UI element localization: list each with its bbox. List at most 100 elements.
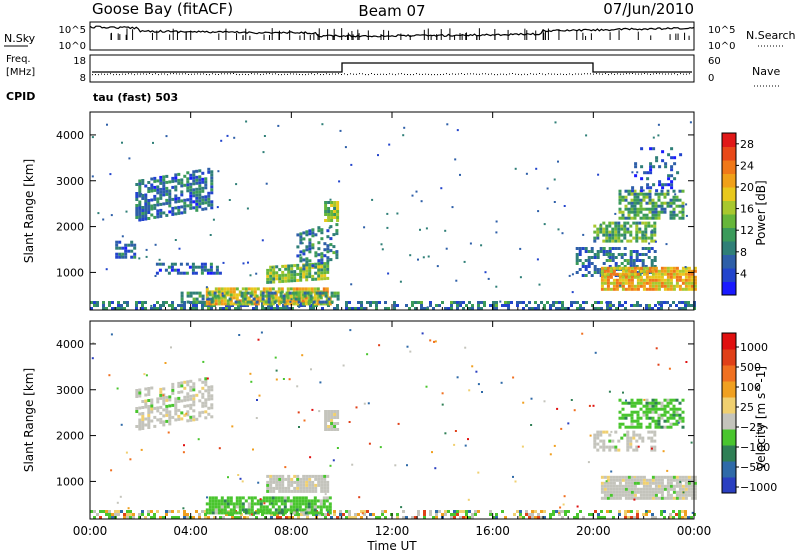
data-cell — [220, 302, 224, 306]
data-cell — [297, 294, 301, 298]
data-cell — [635, 256, 639, 259]
data-cell — [324, 419, 328, 422]
nave-dot — [671, 73, 672, 75]
data-cell — [387, 272, 390, 275]
data-cell — [292, 502, 296, 506]
data-cell — [299, 483, 303, 487]
data-cell — [262, 151, 265, 154]
data-cell — [621, 416, 625, 420]
data-cell — [585, 301, 588, 304]
nave-dot — [542, 73, 543, 75]
data-cell — [120, 255, 123, 258]
data-cell — [514, 167, 517, 170]
data-cell — [411, 516, 414, 519]
data-cell — [180, 294, 184, 298]
data-cell — [560, 427, 563, 430]
data-cell — [630, 410, 634, 414]
data-cell — [543, 304, 546, 307]
data-cell — [336, 204, 340, 207]
data-cell — [633, 476, 636, 479]
data-cell — [593, 265, 597, 268]
data-cell — [663, 269, 667, 273]
data-cell — [525, 513, 528, 516]
data-cell — [126, 304, 129, 307]
data-cell — [281, 273, 285, 277]
data-cell — [286, 496, 290, 500]
data-cell — [487, 277, 490, 280]
data-cell — [183, 174, 187, 178]
data-cell — [333, 425, 337, 428]
data-cell — [195, 187, 199, 191]
data-cell — [336, 416, 340, 419]
data-cell — [261, 307, 264, 310]
data-cell — [468, 307, 471, 310]
data-cell — [333, 204, 337, 207]
data-cell — [252, 297, 256, 301]
data-cell — [348, 307, 351, 310]
data-cell — [132, 516, 135, 519]
data-cell — [420, 301, 423, 304]
data-cell — [633, 404, 637, 408]
data-cell — [639, 275, 643, 279]
data-cell — [198, 390, 202, 394]
data-cell — [624, 198, 628, 202]
data-cell — [311, 489, 315, 493]
data-cell — [304, 508, 307, 511]
data-cell — [641, 221, 645, 225]
data-cell — [612, 481, 616, 485]
data-cell — [289, 499, 293, 503]
data-cell — [556, 407, 559, 410]
data-cell — [308, 241, 312, 245]
data-cell — [235, 287, 239, 291]
data-cell — [121, 252, 125, 256]
data-cell — [639, 192, 643, 196]
data-cell — [608, 253, 612, 256]
data-cell — [183, 207, 187, 211]
data-cell — [201, 395, 205, 399]
data-cell — [642, 496, 646, 500]
data-cell — [651, 475, 655, 479]
data-cell — [336, 210, 340, 213]
data-cell — [605, 480, 608, 483]
nave-dot — [170, 73, 171, 75]
data-cell — [289, 508, 293, 512]
data-cell — [687, 269, 691, 273]
data-cell — [141, 513, 144, 516]
data-cell — [138, 188, 142, 192]
data-cell — [641, 233, 645, 237]
data-cell — [229, 511, 233, 515]
data-cell — [293, 276, 297, 280]
data-cell — [212, 271, 216, 275]
data-cell — [626, 433, 630, 437]
data-cell — [328, 496, 332, 500]
data-cell — [291, 291, 295, 295]
data-cell — [238, 334, 241, 336]
data-cell — [635, 253, 639, 256]
data-cell — [654, 278, 658, 282]
data-cell — [633, 304, 636, 307]
data-cell — [324, 513, 327, 516]
data-cell — [328, 505, 332, 509]
data-cell — [232, 290, 236, 294]
data-cell — [660, 496, 664, 500]
data-cell — [630, 416, 634, 420]
data-cell — [307, 502, 311, 506]
data-cell — [189, 388, 193, 392]
data-cell — [477, 471, 480, 474]
data-cell — [648, 281, 652, 285]
data-cell — [627, 272, 631, 276]
data-cell — [597, 516, 600, 519]
data-cell — [302, 483, 306, 487]
data-cell — [277, 511, 281, 515]
data-cell — [316, 499, 320, 503]
data-cell — [643, 234, 646, 237]
data-cell — [269, 277, 273, 281]
data-cell — [675, 513, 678, 516]
data-cell — [277, 290, 281, 294]
data-cell — [156, 215, 160, 219]
data-cell — [415, 190, 418, 193]
data-cell — [211, 302, 215, 306]
data-cell — [660, 510, 663, 513]
data-cell — [681, 307, 684, 310]
data-cell — [295, 299, 299, 303]
